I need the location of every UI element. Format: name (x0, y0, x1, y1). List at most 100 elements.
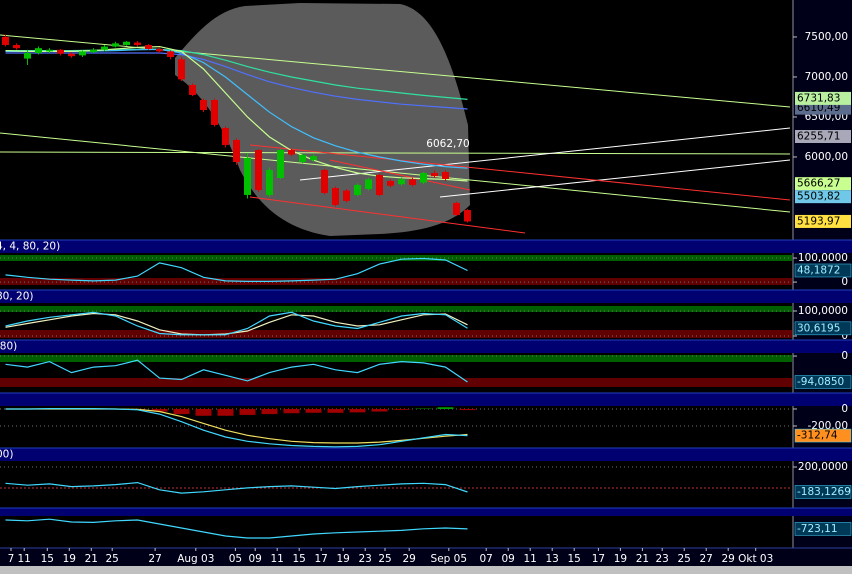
candle-body (398, 179, 405, 185)
trend-line (249, 196, 526, 234)
indicator-line (5, 359, 468, 383)
x-tick-label: 29 (403, 553, 416, 565)
price-tag-label: 5193,97 (797, 215, 840, 227)
histogram-bar (371, 408, 388, 412)
price-tag-label: 6731,83 (797, 92, 840, 104)
value-tag-label: -312,74 (797, 430, 838, 442)
x-tick-label: 25 (678, 553, 691, 565)
candle-body (332, 188, 339, 205)
trend-line (329, 159, 471, 191)
oversold-zone (0, 378, 792, 387)
x-tick-label: 11 (524, 553, 537, 565)
x-tick-label: 29 (722, 553, 735, 565)
y-tick-label: 0 (841, 330, 848, 342)
candle-body (211, 100, 218, 125)
value-tag (794, 522, 852, 536)
histogram-bar (217, 408, 234, 416)
trend-line (439, 159, 791, 198)
panel-strip (0, 240, 852, 253)
candle-body (101, 46, 108, 50)
x-tick-label: 19 (63, 553, 76, 565)
histogram-bar (437, 407, 454, 409)
oversold-zone (0, 278, 792, 285)
candle-body (90, 49, 97, 53)
overbought-zone (0, 306, 792, 312)
x-tick-label: Okt 03 (738, 553, 773, 565)
y-tick-label: 100,0000 (798, 305, 848, 317)
x-tick-label: 7 (8, 553, 15, 565)
indicator-line (5, 481, 468, 494)
x-tick-label: 23 (656, 553, 669, 565)
x-tick-label: 17 (315, 553, 328, 565)
indicator-line (5, 257, 468, 282)
x-tick-label: 27 (700, 553, 713, 565)
histogram-bar (305, 408, 322, 413)
candle-body (24, 52, 31, 59)
x-tick-label: Sep 05 (431, 553, 468, 565)
panel-strip (0, 393, 852, 406)
candle-body (145, 44, 152, 49)
candle-body (409, 179, 416, 185)
candle-body (376, 174, 383, 195)
value-tag (794, 321, 852, 336)
candle-body (68, 53, 75, 57)
value-tag-label: 30,6195 (797, 322, 840, 334)
value-tag-label: -94,0850 (797, 376, 844, 388)
x-tick-label: 19 (337, 553, 350, 565)
candle-body (2, 36, 9, 45)
price-tag-label: 5666,27 (797, 178, 840, 190)
candle-body (266, 170, 273, 195)
value-tag (794, 485, 852, 499)
price-tag (795, 214, 851, 228)
x-tick-label: 11 (271, 553, 284, 565)
x-tick-label: 25 (378, 553, 391, 565)
y-tick-label: 6000,00 (805, 151, 848, 163)
histogram-bar (239, 408, 256, 415)
candle-body (35, 48, 42, 53)
candle-body (134, 42, 141, 45)
x-tick-label: 27 (148, 553, 161, 565)
x-tick-label: 23 (359, 553, 372, 565)
panel-label: -80) (0, 341, 17, 353)
value-tag-label: -723,11 (797, 523, 838, 535)
trend-line (0, 132, 791, 213)
y-tick-label: 7000,00 (805, 71, 848, 83)
x-tick-label: 09 (249, 553, 262, 565)
histogram-bar (327, 408, 344, 413)
x-tick-label: 21 (636, 553, 649, 565)
x-tick-label: 05 (229, 553, 242, 565)
x-tick-label: 13 (546, 553, 559, 565)
price-tag-label: 6255,71 (797, 131, 840, 143)
x-tick-label: 11 (18, 553, 31, 565)
oversold-zone (0, 330, 792, 338)
y-tick-label: 200,0000 (798, 461, 848, 473)
candle-body (464, 210, 471, 222)
indicator-line (5, 312, 468, 336)
histogram-bar (349, 408, 366, 413)
indicator-line (5, 311, 468, 336)
panel-strip (0, 508, 852, 516)
price-tag (795, 190, 851, 204)
y-tick-label: 7500,00 (805, 31, 848, 43)
value-tag (794, 428, 852, 443)
panel-label: 80, 20) (0, 291, 34, 303)
candle-body (255, 150, 262, 190)
candle-body (354, 184, 361, 195)
histogram-bar (393, 408, 410, 410)
y-tick-label: 0 (841, 350, 848, 362)
candle-body (431, 172, 438, 177)
histogram-bar (283, 408, 300, 414)
trend-lines (0, 34, 791, 234)
candle-body (178, 59, 185, 80)
histogram-bar (195, 408, 212, 416)
overbought-zone (0, 355, 792, 362)
value-tag-label: -183,1269 (797, 486, 851, 498)
y-tick-label: 100,0000 (798, 252, 848, 264)
date-axis (0, 548, 852, 566)
value-tag (794, 263, 852, 278)
candle-body (79, 51, 86, 56)
candle-body (277, 150, 284, 178)
annotation: 6062,70 (426, 138, 469, 150)
indicator-line (5, 408, 468, 448)
